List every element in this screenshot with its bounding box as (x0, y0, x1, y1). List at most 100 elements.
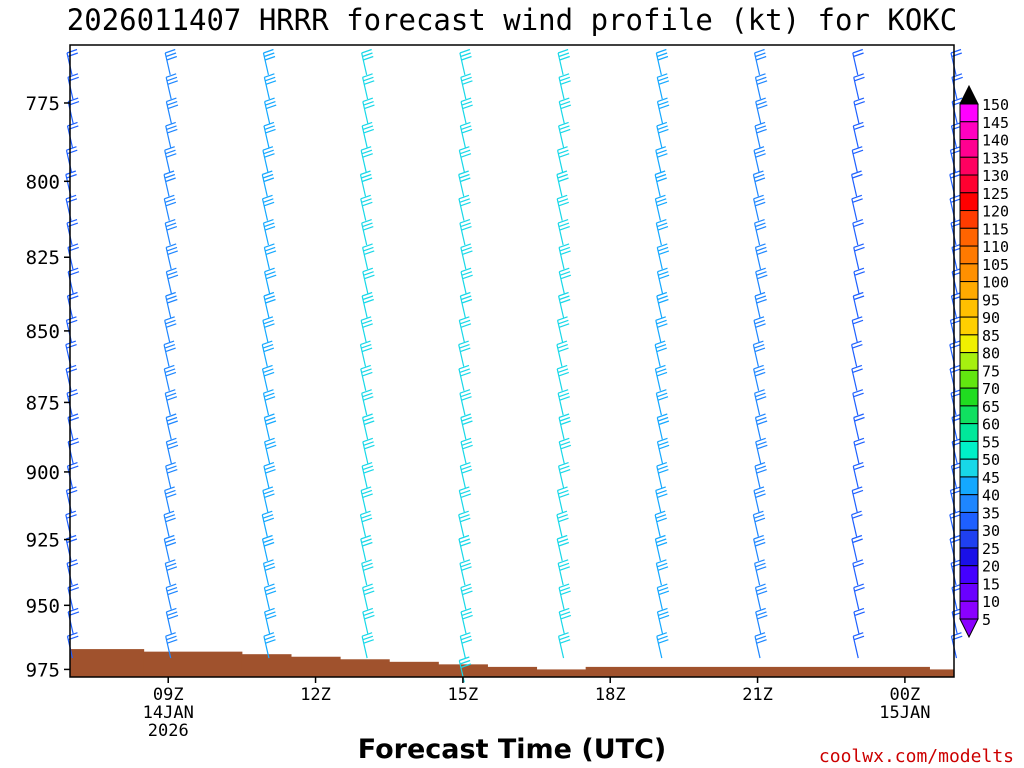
barb-shaft (754, 77, 762, 100)
barb-feather (164, 173, 176, 179)
barb-feather (656, 489, 667, 495)
barb-feather (167, 104, 179, 110)
barb-shaft (458, 198, 465, 221)
barb-feather (851, 170, 862, 176)
barb-feather (166, 441, 178, 446)
barb-feather (657, 607, 668, 613)
barb-feather (754, 198, 765, 203)
barb-feather (263, 347, 275, 353)
barb-feather (949, 364, 961, 370)
barb-shaft (360, 490, 367, 513)
barb-feather (755, 125, 767, 130)
barb-feather (656, 562, 668, 568)
barb-feather (264, 465, 275, 471)
barb-feather (852, 486, 863, 491)
barb-feather (560, 80, 571, 85)
barb-shaft (165, 611, 172, 634)
barb-feather (461, 55, 472, 61)
colorbar-segment (959, 565, 979, 584)
barb-shaft (655, 52, 662, 76)
barb-feather (67, 489, 78, 495)
barb-feather (461, 416, 472, 422)
barb-feather (558, 392, 570, 398)
barb-shaft (852, 295, 859, 319)
barb-feather (755, 73, 766, 78)
barb-shaft (558, 247, 565, 270)
barb-feather (462, 250, 473, 255)
barb-feather (854, 611, 865, 616)
barb-feather (558, 323, 570, 328)
barb-feather (656, 219, 667, 224)
barb-feather (460, 267, 472, 273)
barb-feather (165, 73, 177, 78)
barb-feather (364, 274, 375, 280)
barb-shaft (852, 465, 859, 489)
barb-feather (262, 514, 274, 519)
barb-feather (263, 319, 274, 325)
barb-feather (755, 607, 766, 613)
barb-shaft (557, 636, 565, 659)
barb-feather (361, 219, 372, 224)
barb-shaft (851, 198, 858, 221)
barb-feather (462, 104, 473, 110)
barb-feather (852, 344, 863, 349)
barb-feather (657, 396, 669, 401)
barb-feather (362, 201, 373, 207)
barb-feather (755, 371, 766, 377)
colorbar-label: 35 (982, 504, 1000, 522)
barb-feather (559, 396, 570, 401)
barb-feather (558, 413, 570, 419)
barb-shaft (755, 611, 762, 634)
barb-feather (263, 371, 275, 377)
colorbar-label: 90 (982, 309, 1000, 327)
barb-shaft (556, 174, 563, 197)
barb-shaft (654, 538, 662, 562)
barb-feather (658, 104, 670, 110)
barb-feather (656, 632, 667, 637)
barb-feather (66, 514, 77, 519)
barb-feather (461, 469, 473, 474)
barb-feather (361, 632, 373, 637)
barb-feather (164, 344, 176, 349)
barb-feather (560, 298, 571, 304)
barb-shaft (852, 222, 859, 246)
barb-feather (557, 316, 568, 321)
barb-feather (754, 538, 765, 544)
barb-feather (459, 514, 470, 519)
barb-feather (853, 73, 864, 78)
barb-feather (363, 587, 374, 592)
barb-feather (66, 173, 77, 179)
barb-feather (460, 52, 471, 58)
barb-shaft (655, 393, 662, 416)
barb-feather (559, 101, 571, 106)
barb-feather (265, 271, 276, 276)
barb-feather (67, 291, 78, 297)
barb-feather (165, 562, 177, 568)
barb-shaft (558, 125, 565, 148)
barb-feather (756, 250, 768, 255)
barb-feather (949, 510, 961, 516)
barb-feather (166, 493, 177, 498)
terrain-step (929, 669, 955, 677)
x-tick-label: 15JAN (879, 703, 930, 723)
wind-barb-column (163, 48, 179, 659)
barb-feather (654, 340, 666, 346)
barb-feather (167, 80, 178, 85)
barb-feather (460, 541, 471, 547)
barb-shaft (263, 417, 270, 440)
barb-feather (755, 465, 767, 471)
barb-feather (266, 104, 277, 110)
barb-feather (459, 486, 470, 491)
barb-feather (754, 319, 766, 325)
barb-shaft (851, 344, 858, 367)
barb-shaft (163, 514, 170, 537)
barb-feather (654, 170, 666, 176)
barb-feather (363, 226, 374, 231)
barb-feather (363, 611, 374, 616)
barb-feather (363, 566, 374, 571)
barb-feather (263, 517, 275, 523)
barb-feather (263, 541, 275, 547)
barb-shaft (165, 125, 172, 148)
colorbar-label: 135 (982, 149, 1009, 167)
wind-barb-column (851, 48, 865, 659)
